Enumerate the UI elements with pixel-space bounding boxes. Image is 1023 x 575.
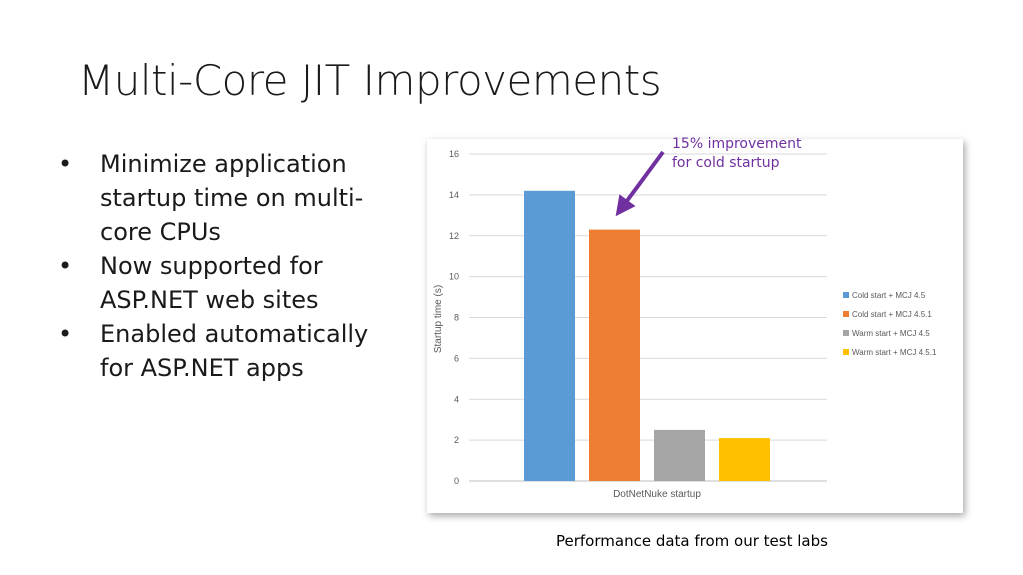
annotation-line: for cold startup	[672, 155, 780, 171]
legend-label: Warm start + MCJ 4.5	[852, 329, 930, 338]
bullet-dot-icon: •	[58, 252, 73, 280]
y-tick-label: 0	[454, 476, 459, 486]
annotation-line: 15% improvement	[672, 136, 802, 152]
slide-title: Multi-Core JIT Improvements	[78, 56, 662, 105]
bar-4	[719, 438, 770, 481]
y-tick-label: 6	[454, 353, 459, 363]
bullet-list: • Minimize application startup time on m…	[58, 147, 388, 385]
y-tick-label: 14	[449, 190, 459, 200]
legend-swatch	[843, 349, 849, 355]
y-tick-label: 2	[454, 435, 459, 445]
legend: Cold start + MCJ 4.5 Cold start + MCJ 4.5…	[843, 291, 937, 357]
bar-1	[524, 190, 575, 481]
bullet-dot-icon: •	[58, 150, 73, 178]
y-tick-label: 16	[449, 149, 459, 159]
y-tick-label: 12	[449, 231, 459, 241]
x-axis-label: DotNetNuke startup	[613, 489, 701, 500]
legend-swatch	[843, 292, 849, 298]
bullet-item: • Now supported for ASP.NET web sites	[58, 249, 388, 317]
bullet-item: • Enabled automatically for ASP.NET apps	[58, 317, 388, 385]
bars	[524, 190, 770, 481]
bar-chart: 0 2 4 6 8 10 12 14 16 DotNetNuke startup Startup…	[433, 149, 937, 500]
y-tick-labels: 0 2 4 6 8 10 12 14 16	[449, 149, 459, 486]
improvement-annotation: 15% improvement for cold startup	[672, 135, 802, 173]
bullet-text: Enabled automatically for ASP.NET apps	[100, 320, 369, 382]
y-axis-label: Startup time (s)	[433, 285, 444, 353]
y-tick-label: 10	[449, 272, 459, 282]
legend-label: Cold start + MCJ 4.5.1	[852, 310, 932, 319]
bullet-dot-icon: •	[58, 320, 73, 348]
bullet-text: Minimize application startup time on mul…	[100, 150, 364, 246]
bar-3	[654, 429, 705, 481]
chart-caption: Performance data from our test labs	[556, 532, 828, 550]
legend-swatch	[843, 330, 849, 336]
chart-card: 0 2 4 6 8 10 12 14 16 DotNetNuke startup Startup…	[427, 139, 963, 513]
legend-label: Warm start + MCJ 4.5.1	[852, 348, 937, 357]
y-tick-label: 4	[454, 394, 459, 404]
legend-label: Cold start + MCJ 4.5	[852, 291, 926, 300]
bar-2	[589, 229, 640, 481]
legend-swatch	[843, 311, 849, 317]
grid-lines	[469, 153, 827, 482]
y-tick-label: 8	[454, 313, 459, 323]
bullet-text: Now supported for ASP.NET web sites	[100, 252, 323, 314]
bullet-item: • Minimize application startup time on m…	[58, 147, 388, 249]
